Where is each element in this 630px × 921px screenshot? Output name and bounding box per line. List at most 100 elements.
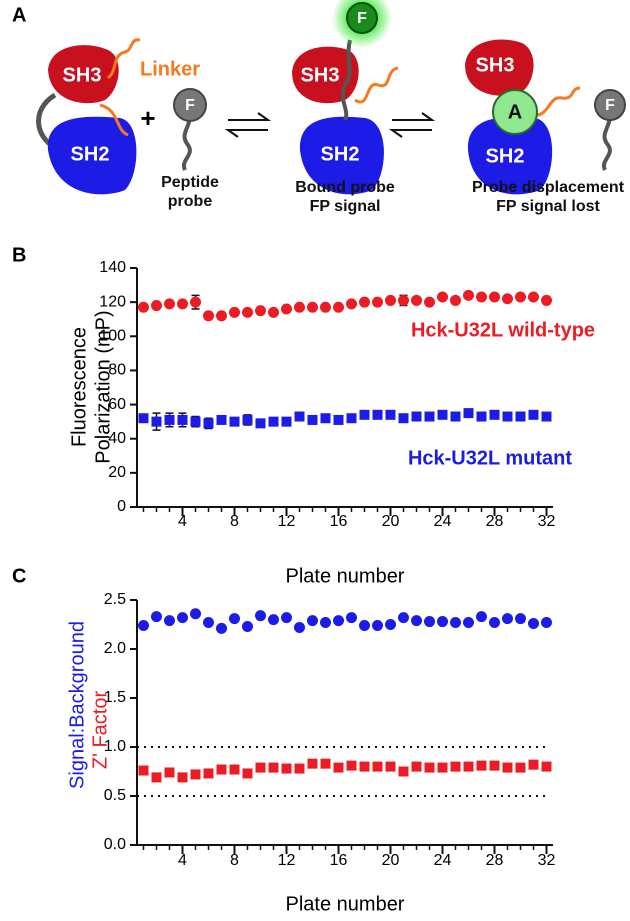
fluor-label: F bbox=[357, 10, 367, 27]
square-marker bbox=[203, 768, 214, 779]
circle-marker bbox=[294, 621, 305, 633]
x-tick-label: 32 bbox=[538, 852, 556, 869]
square-marker bbox=[320, 758, 331, 769]
caption: probe bbox=[168, 193, 213, 210]
circle-marker bbox=[333, 301, 344, 313]
sh3-domain bbox=[48, 45, 119, 104]
circle-marker bbox=[528, 291, 539, 303]
y-tick-label: 60 bbox=[108, 396, 126, 413]
square-marker bbox=[541, 411, 552, 422]
x-tick-label: 16 bbox=[330, 852, 348, 869]
circle-marker bbox=[528, 618, 539, 630]
circle-marker bbox=[294, 301, 305, 313]
peptide bbox=[340, 39, 352, 121]
circle-marker bbox=[450, 617, 461, 629]
square-marker bbox=[242, 414, 253, 425]
circle-marker bbox=[476, 611, 487, 623]
plus: + bbox=[140, 103, 155, 133]
square-marker bbox=[424, 411, 435, 422]
sh3-label: SH3 bbox=[476, 54, 515, 76]
y-tick-label: 20 bbox=[108, 464, 126, 481]
y-tick-label: 100 bbox=[99, 328, 126, 345]
square-marker bbox=[398, 766, 409, 777]
circle-marker bbox=[216, 310, 227, 322]
square-marker bbox=[294, 411, 305, 422]
circle-marker bbox=[372, 296, 383, 308]
peptide bbox=[601, 117, 612, 171]
panel-label: B bbox=[12, 244, 26, 266]
x-tick-label: 16 bbox=[330, 513, 348, 530]
x-tick-label: 20 bbox=[382, 852, 400, 869]
sh2-domain bbox=[299, 116, 384, 195]
circle-marker bbox=[255, 305, 266, 317]
fluorophore bbox=[594, 89, 626, 121]
circle-marker bbox=[281, 612, 292, 624]
linker bbox=[354, 66, 399, 104]
x-tick-label: 12 bbox=[278, 513, 296, 530]
circle-marker bbox=[242, 620, 253, 632]
circle-marker bbox=[541, 294, 552, 306]
y-tick-label: 0.0 bbox=[104, 836, 126, 853]
circle-marker bbox=[320, 301, 331, 313]
x-tick-label: 8 bbox=[230, 852, 239, 869]
square-marker bbox=[151, 772, 162, 783]
x-tick-label: 8 bbox=[230, 513, 239, 530]
legend-label: Hck-U32L wild-type bbox=[411, 319, 595, 341]
circle-marker bbox=[268, 614, 279, 626]
circle-marker bbox=[385, 619, 396, 630]
circle-marker bbox=[177, 298, 188, 310]
square-marker bbox=[502, 762, 513, 773]
square-marker bbox=[255, 418, 266, 429]
circle-marker bbox=[541, 617, 552, 629]
y-axis-label: Polarization (mP) bbox=[92, 310, 114, 463]
circle-marker bbox=[424, 616, 435, 628]
circle-marker bbox=[463, 617, 474, 629]
square-marker bbox=[190, 769, 201, 780]
square-marker bbox=[138, 765, 149, 776]
circle-marker bbox=[346, 612, 357, 624]
circle-marker bbox=[255, 610, 266, 622]
caption: Bound probe bbox=[295, 179, 395, 196]
x-tick-label: 28 bbox=[486, 852, 504, 869]
y-tick-label: 1.0 bbox=[104, 738, 126, 755]
square-marker bbox=[333, 414, 344, 425]
x-axis-label: Plate number bbox=[286, 565, 405, 587]
square-marker bbox=[242, 768, 253, 779]
square-marker bbox=[463, 408, 474, 419]
square-marker bbox=[372, 761, 383, 772]
circle-marker bbox=[307, 615, 318, 627]
sh3-domain bbox=[465, 39, 534, 96]
square-marker bbox=[515, 411, 526, 422]
circle-marker bbox=[190, 296, 201, 308]
circle-marker bbox=[138, 301, 149, 313]
circle-marker bbox=[411, 294, 422, 306]
square-marker bbox=[281, 763, 292, 774]
square-marker bbox=[450, 761, 461, 772]
analyte bbox=[492, 89, 538, 135]
circle-marker bbox=[489, 617, 500, 629]
square-marker bbox=[346, 760, 357, 771]
square-marker bbox=[476, 411, 487, 422]
square-marker bbox=[424, 762, 435, 773]
y-axis-label: Signal:Background bbox=[66, 621, 88, 789]
square-marker bbox=[333, 762, 344, 773]
circle-marker bbox=[281, 303, 292, 315]
circle-marker bbox=[502, 293, 513, 305]
circle-marker bbox=[359, 296, 370, 308]
x-tick-label: 24 bbox=[434, 852, 452, 869]
circle-marker bbox=[307, 301, 318, 313]
square-marker bbox=[437, 409, 448, 420]
sh3-label: SH3 bbox=[301, 64, 340, 86]
caption: FP signal lost bbox=[496, 198, 600, 215]
circle-marker bbox=[359, 619, 370, 631]
square-marker bbox=[190, 416, 201, 427]
x-tick-label: 12 bbox=[278, 852, 296, 869]
circle-marker bbox=[138, 619, 149, 631]
square-marker bbox=[528, 759, 539, 770]
square-marker bbox=[203, 418, 214, 429]
circle-marker bbox=[411, 615, 422, 627]
caption: FP signal bbox=[310, 198, 381, 215]
circle-marker bbox=[437, 616, 448, 628]
square-marker bbox=[164, 414, 175, 425]
